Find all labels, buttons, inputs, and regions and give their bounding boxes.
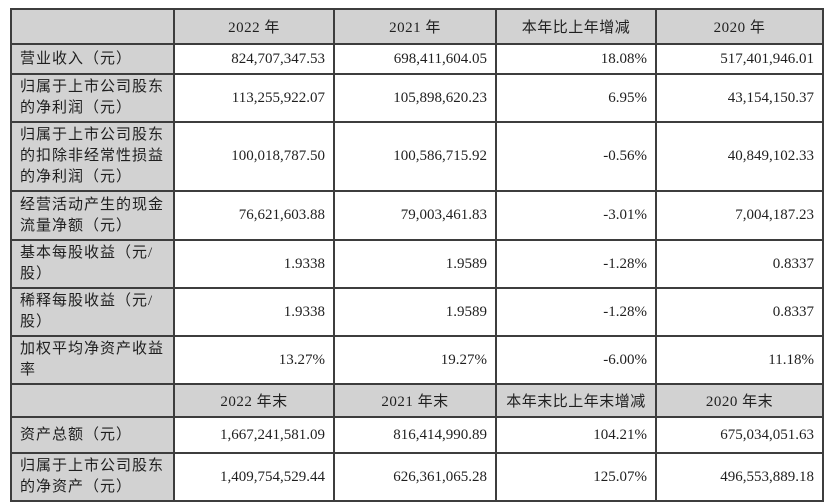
value-2022: 13.27% [173,335,335,385]
value-yoy-change: -3.01% [495,190,657,241]
value-2022: 1.9338 [173,287,335,337]
row-diluted-eps: 稀释每股收益（元/ 股） 1.9338 1.9589 -1.28% 0.8337 [10,287,824,337]
corner-cell-eoy [10,383,175,418]
value-2021: 100,586,715.92 [333,121,497,192]
value-2022-eoy: 1,667,241,581.09 [173,416,335,454]
value-2020-eoy: 496,553,889.18 [655,452,824,502]
row-weighted-average-roe: 加权平均净资产收益 率 13.27% 19.27% -6.00% 11.18% [10,335,824,385]
value-2022: 113,255,922.07 [173,73,335,123]
column-header-yoy-change: 本年比上年增减 [495,8,657,45]
value-eoy-change: 104.21% [495,416,657,454]
row-label: 归属于上市公司股东 的净资产（元） [10,452,175,502]
row-net-profit-deducting-nonrecurring: 归属于上市公司股东 的扣除非经常性损益 的净利润（元） 100,018,787.… [10,121,824,192]
row-basic-eps: 基本每股收益（元/ 股） 1.9338 1.9589 -1.28% 0.8337 [10,239,824,289]
row-operating-cash-flow: 经营活动产生的现金 流量净额（元） 76,621,603.88 79,003,4… [10,190,824,241]
header-row-annual: 2022 年 2021 年 本年比上年增减 2020 年 [10,8,824,45]
column-header-2021: 2021 年 [333,8,497,45]
value-2020: 11.18% [655,335,824,385]
value-2021: 1.9589 [333,239,497,289]
column-header-2021-eoy: 2021 年末 [333,383,497,418]
row-net-profit-attributable: 归属于上市公司股东 的净利润（元） 113,255,922.07 105,898… [10,73,824,123]
header-row-end-of-year: 2022 年末 2021 年末 本年末比上年末增减 2020 年末 [10,383,824,418]
value-2020: 0.8337 [655,287,824,337]
value-2022: 824,707,347.53 [173,43,335,75]
value-yoy-change: 18.08% [495,43,657,75]
value-2022: 1.9338 [173,239,335,289]
row-label: 资产总额（元） [10,416,175,454]
value-2020: 517,401,946.01 [655,43,824,75]
value-2021-eoy: 816,414,990.89 [333,416,497,454]
value-2022-eoy: 1,409,754,529.44 [173,452,335,502]
value-yoy-change: -6.00% [495,335,657,385]
value-2020: 7,004,187.23 [655,190,824,241]
value-2021-eoy: 626,361,065.28 [333,452,497,502]
value-yoy-change: -0.56% [495,121,657,192]
value-2021: 19.27% [333,335,497,385]
row-net-assets-attributable: 归属于上市公司股东 的净资产（元） 1,409,754,529.44 626,3… [10,452,824,502]
value-eoy-change: 125.07% [495,452,657,502]
row-label: 归属于上市公司股东 的扣除非经常性损益 的净利润（元） [10,121,175,192]
financial-summary-table: 2022 年 2021 年 本年比上年增减 2020 年 营业收入（元） 824… [10,8,824,502]
value-2021: 698,411,604.05 [333,43,497,75]
row-label: 经营活动产生的现金 流量净额（元） [10,190,175,241]
value-2022: 76,621,603.88 [173,190,335,241]
value-2020: 40,849,102.33 [655,121,824,192]
value-2021: 1.9589 [333,287,497,337]
column-header-2020-eoy: 2020 年末 [655,383,824,418]
value-2020: 43,154,150.37 [655,73,824,123]
value-2020-eoy: 675,034,051.63 [655,416,824,454]
column-header-2022: 2022 年 [173,8,335,45]
corner-cell-annual [10,8,175,45]
value-2021: 105,898,620.23 [333,73,497,123]
row-operating-revenue: 营业收入（元） 824,707,347.53 698,411,604.05 18… [10,43,824,75]
value-2020: 0.8337 [655,239,824,289]
value-yoy-change: 6.95% [495,73,657,123]
column-header-eoy-change: 本年末比上年末增减 [495,383,657,418]
value-2022: 100,018,787.50 [173,121,335,192]
column-header-2022-eoy: 2022 年末 [173,383,335,418]
row-label: 营业收入（元） [10,43,175,75]
row-label: 基本每股收益（元/ 股） [10,239,175,289]
column-header-2020: 2020 年 [655,8,824,45]
row-total-assets: 资产总额（元） 1,667,241,581.09 816,414,990.89 … [10,416,824,454]
value-yoy-change: -1.28% [495,287,657,337]
row-label: 归属于上市公司股东 的净利润（元） [10,73,175,123]
value-2021: 79,003,461.83 [333,190,497,241]
row-label: 稀释每股收益（元/ 股） [10,287,175,337]
value-yoy-change: -1.28% [495,239,657,289]
row-label: 加权平均净资产收益 率 [10,335,175,385]
financial-summary-table-container: 2022 年 2021 年 本年比上年增减 2020 年 营业收入（元） 824… [10,8,824,502]
